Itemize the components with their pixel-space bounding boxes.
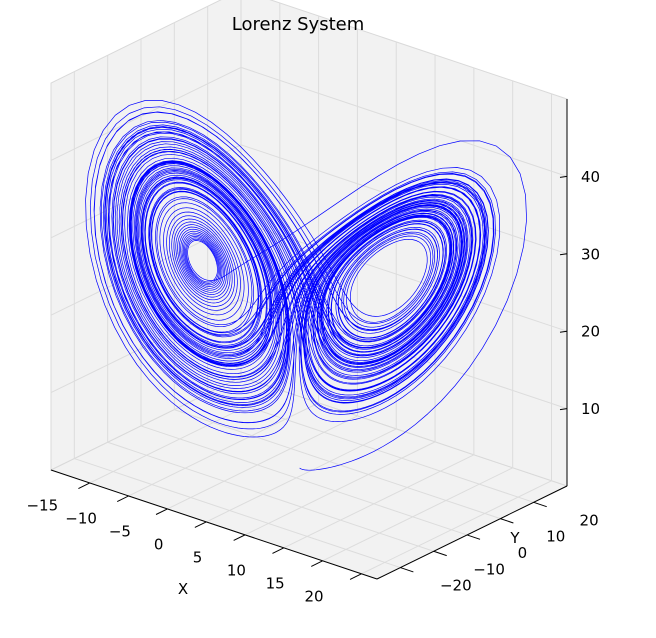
z-grid-line-left [50, 144, 242, 239]
y-tick [533, 501, 547, 508]
x-grid-line [128, 402, 319, 497]
z-tick [559, 253, 568, 256]
y-tick [400, 567, 414, 573]
x-tick [116, 495, 129, 502]
x-tick [233, 534, 246, 541]
y-grid-line [74, 458, 401, 569]
z-grid-line-left [50, 299, 242, 394]
x-tick [349, 573, 362, 580]
x-grid-line [361, 480, 552, 575]
z-tick-label: 10 [581, 400, 600, 418]
x-tick-label: 5 [193, 549, 203, 567]
y-tick-label: 10 [546, 528, 565, 546]
y-grid-line [174, 409, 501, 520]
x-grid-line [283, 454, 475, 549]
x-tick-label: 20 [304, 588, 323, 606]
x-tick [311, 560, 323, 567]
y-tick [500, 518, 514, 524]
z-tick [559, 408, 568, 411]
z-grid-line-back [240, 66, 568, 177]
x-tick-label: 10 [227, 562, 246, 580]
x-grid-line [167, 415, 358, 510]
y-axis-label: Y [509, 529, 520, 547]
z-tick-label: 20 [581, 323, 600, 341]
x-tick-label: −10 [65, 510, 97, 528]
y-tick-label: 0 [518, 544, 528, 562]
x-tick [272, 547, 285, 554]
x-tick-label: 0 [154, 536, 164, 554]
x-axis-label: X [178, 580, 188, 598]
z-tick-label: 30 [581, 245, 600, 263]
x-tick-label: −15 [26, 497, 58, 515]
y-grid-line [207, 392, 534, 503]
x-tick [155, 508, 168, 515]
z-tick [559, 175, 568, 178]
x-tick [194, 521, 207, 528]
y-axis-line [376, 485, 568, 580]
x-grid-line [206, 428, 397, 523]
y-grid-line [140, 425, 468, 536]
y-tick-label: −10 [473, 560, 505, 578]
x-axis-line [50, 469, 378, 580]
z-grid-line-back [240, 221, 568, 332]
chart-title: Lorenz System [232, 14, 365, 35]
y-tick [433, 550, 447, 557]
x-grid-line [322, 467, 513, 562]
y-grid-line [107, 441, 434, 552]
y-tick-label: −20 [440, 577, 472, 595]
lorenz-trajectory-line [85, 100, 527, 471]
y-tick [466, 534, 481, 540]
x-tick [78, 482, 91, 490]
z-tick [559, 330, 568, 333]
x-tick-label: −5 [109, 523, 131, 541]
z-tick-label: 40 [581, 168, 600, 186]
y-tick-label: 20 [580, 511, 599, 529]
x-tick-label: 15 [266, 575, 285, 593]
x-grid-line [244, 441, 436, 536]
